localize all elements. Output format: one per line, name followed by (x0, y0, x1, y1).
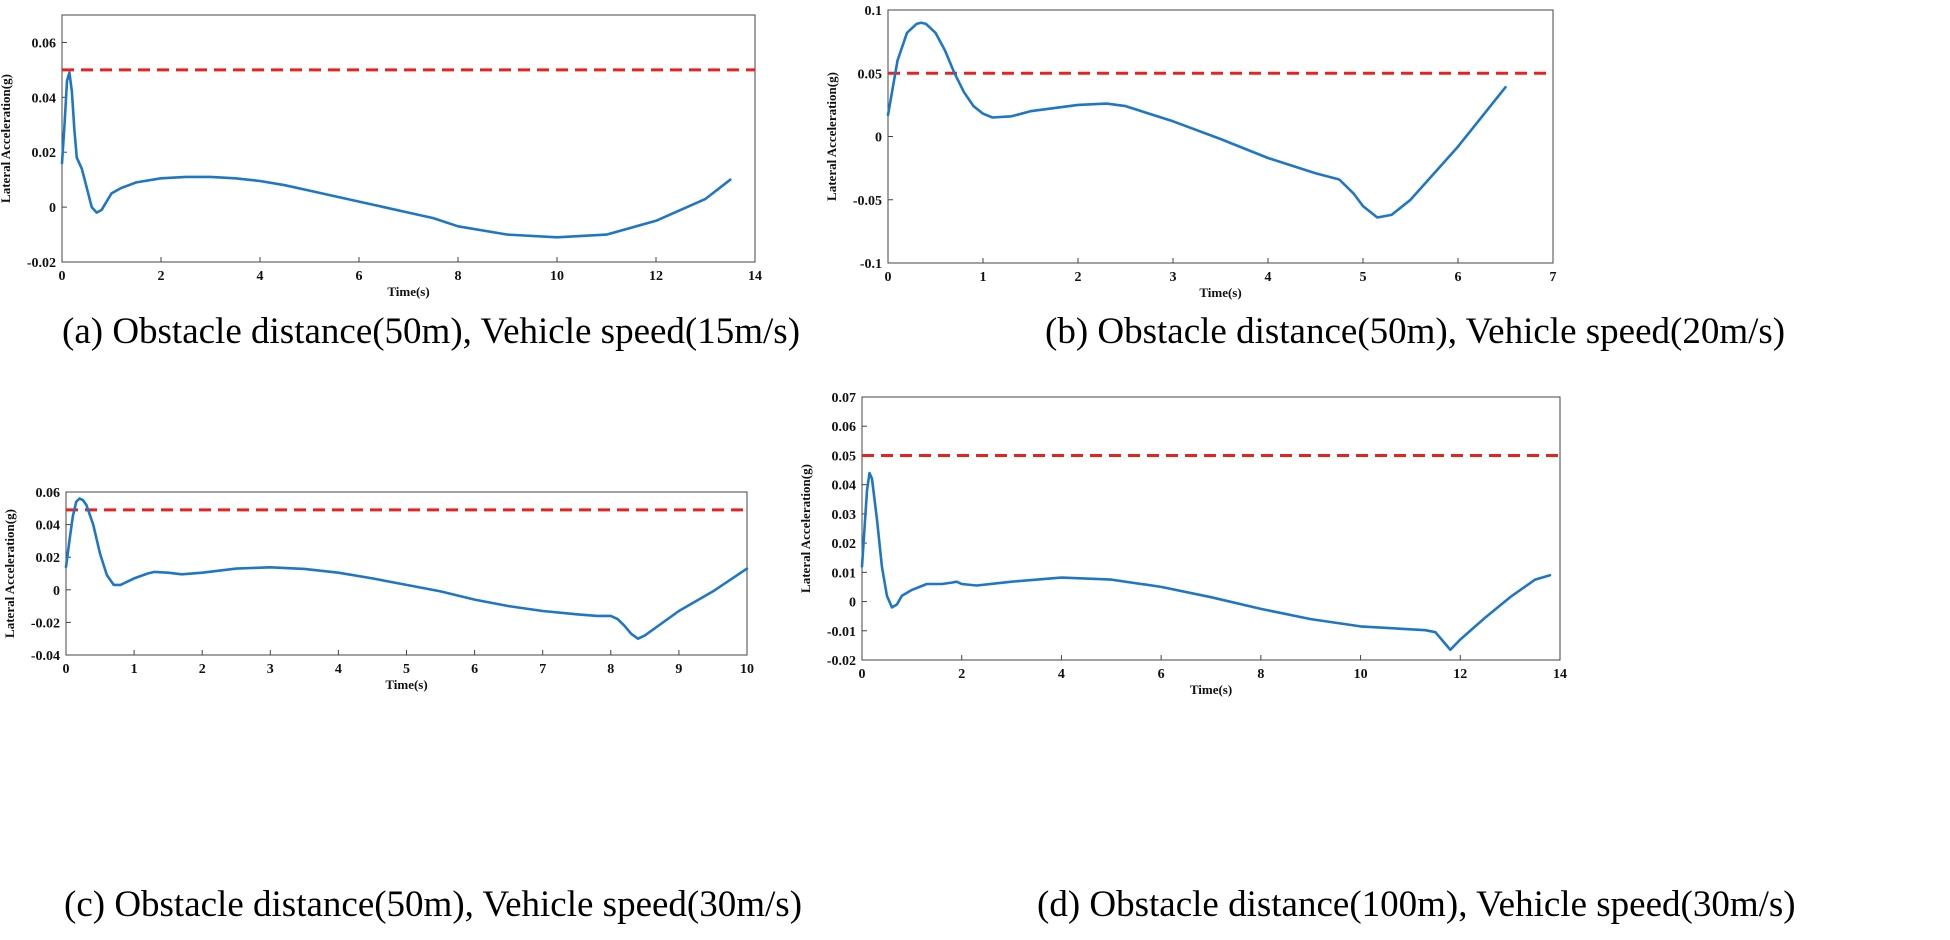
series-line (886, 21, 1507, 219)
y-tick-label: 0.05 (858, 67, 883, 82)
x-tick-label: 8 (1257, 667, 1264, 682)
y-tick-label: 0 (875, 131, 882, 146)
x-tick-label: 7 (1550, 270, 1557, 285)
y-tick-label: -0.04 (31, 649, 60, 664)
y-tick-label: 0.1 (865, 4, 883, 19)
y-tick-label: 0.01 (832, 566, 857, 581)
y-tick-label: 0 (49, 201, 56, 216)
plot-area (861, 396, 1561, 661)
x-tick-label: 6 (1455, 270, 1462, 285)
y-tick-label: 0.02 (832, 537, 857, 552)
x-tick-label: 14 (748, 269, 762, 284)
series-line (64, 497, 749, 640)
series-line (60, 71, 732, 239)
x-tick-label: 10 (550, 269, 564, 284)
x-tick-label: 5 (1360, 270, 1367, 285)
caption-d: (d) Obstacle distance(100m), Vehicle spe… (1037, 884, 1796, 925)
chart-panel-b: 0 1 2 3 4 5 6 7 -0.1 -0.05 0 0.05 0.1 Time(s) Lateral … (824, 0, 1950, 370)
x-tick-label: 10 (740, 662, 754, 677)
chart-panel-c: 0 1 2 3 4 5 6 7 8 9 10 -0.04 -0.02 0 0.02 0.04 0.06 Time(… (0, 470, 975, 940)
x-tick-label: 2 (1075, 270, 1082, 285)
y-axis-label: Lateral Acceleration(g) (0, 74, 13, 203)
x-tick-label: 6 (356, 269, 363, 284)
y-tick-label: 0.06 (832, 420, 857, 435)
y-tick-label: 0.06 (36, 486, 61, 501)
x-tick-label: 5 (403, 662, 410, 677)
x-tick-label: 9 (675, 662, 682, 677)
x-tick-label: 3 (1170, 270, 1177, 285)
y-tick-label: 0.06 (32, 36, 57, 51)
y-tick-label: -0.01 (827, 625, 856, 640)
x-tick-label: 0 (59, 269, 66, 284)
x-tick-label: 8 (607, 662, 614, 677)
chart-b: 0 1 2 3 4 5 6 7 -0.1 -0.05 0 0.05 0.1 Time(s) Lateral … (824, 4, 1557, 300)
x-tick-label: 4 (1265, 270, 1272, 285)
x-tick-label: 10 (1354, 667, 1368, 682)
x-tick-label: 3 (267, 662, 274, 677)
x-tick-label: 12 (649, 269, 663, 284)
y-tick-label: 0.02 (32, 146, 57, 161)
x-axis-label: Time(s) (1199, 285, 1241, 300)
y-tick-label: 0.02 (36, 551, 61, 566)
x-tick-label: 2 (158, 269, 165, 284)
y-tick-label: 0.04 (32, 91, 57, 106)
chart-c: 0 1 2 3 4 5 6 7 8 9 10 -0.04 -0.02 0 0.02 0.04 0.06 Time(… (2, 486, 754, 692)
x-tick-label: 0 (885, 270, 892, 285)
x-tick-label: 6 (1158, 667, 1165, 682)
x-tick-label: 7 (539, 662, 546, 677)
y-tick-label: -0.02 (27, 256, 56, 271)
chart-a: 0 2 4 6 8 10 12 14-0.0200.020.040.06Time(s)Late… (0, 14, 762, 299)
y-axis-label: Lateral Acceleration(g) (798, 464, 813, 593)
x-tick-label: 1 (131, 662, 138, 677)
x-tick-label: 4 (335, 662, 342, 677)
caption-a: (a) Obstacle distance(50m), Vehicle spee… (62, 311, 801, 352)
x-tick-label: 2 (199, 662, 206, 677)
x-axis-label: Time(s) (385, 677, 427, 692)
x-tick-label: 0 (859, 667, 866, 682)
plot-area (887, 9, 1554, 264)
y-tick-label: 0.04 (832, 479, 857, 494)
x-tick-label: 12 (1453, 667, 1467, 682)
plot-area (61, 14, 756, 263)
x-axis-label: Time(s) (1190, 682, 1232, 697)
y-axis-label: Lateral Acceleration(g) (824, 72, 839, 201)
chart-d: 0 2 4 6 8 10 12 14 -0.02 -0.01 0 0.01 0.02 0.03 0.04 0.… (798, 391, 1567, 697)
y-tick-label: 0.05 (832, 449, 857, 464)
chart-panel-a: 0 2 4 6 8 10 12 14 -0.02 0 0.02 0.04 0.06 Time(s) Late… (0, 0, 975, 370)
x-tick-label: 2 (958, 667, 965, 682)
x-tick-label: 0 (63, 662, 70, 677)
y-tick-label: 0 (849, 596, 856, 611)
y-tick-label: 0 (53, 584, 60, 599)
y-tick-label: 0.03 (832, 508, 857, 523)
x-tick-label: 6 (471, 662, 478, 677)
y-tick-label: 0.04 (36, 519, 61, 534)
y-tick-label: -0.02 (827, 654, 856, 669)
x-tick-label: 8 (455, 269, 462, 284)
y-tick-label: -0.02 (31, 616, 60, 631)
series-line (860, 471, 1552, 652)
y-axis-label: Lateral Acceleration(g) (2, 509, 17, 638)
x-tick-label: 4 (257, 269, 264, 284)
x-axis-label: Time(s) (387, 284, 429, 299)
chart-panel-d: 0 2 4 6 8 10 12 14 -0.02 -0.01 0 0.01 0.02 0.03 0.04 0.… (798, 391, 1950, 940)
x-tick-label: 14 (1553, 667, 1567, 682)
x-tick-label: 1 (980, 270, 987, 285)
y-tick-label: 0.07 (832, 391, 857, 406)
y-tick-label: -0.1 (860, 257, 882, 272)
y-tick-label: -0.05 (853, 194, 882, 209)
caption-c: (c) Obstacle distance(50m), Vehicle spee… (64, 884, 803, 925)
caption-b: (b) Obstacle distance(50m), Vehicle spee… (1045, 311, 1786, 352)
x-tick-label: 4 (1058, 667, 1065, 682)
